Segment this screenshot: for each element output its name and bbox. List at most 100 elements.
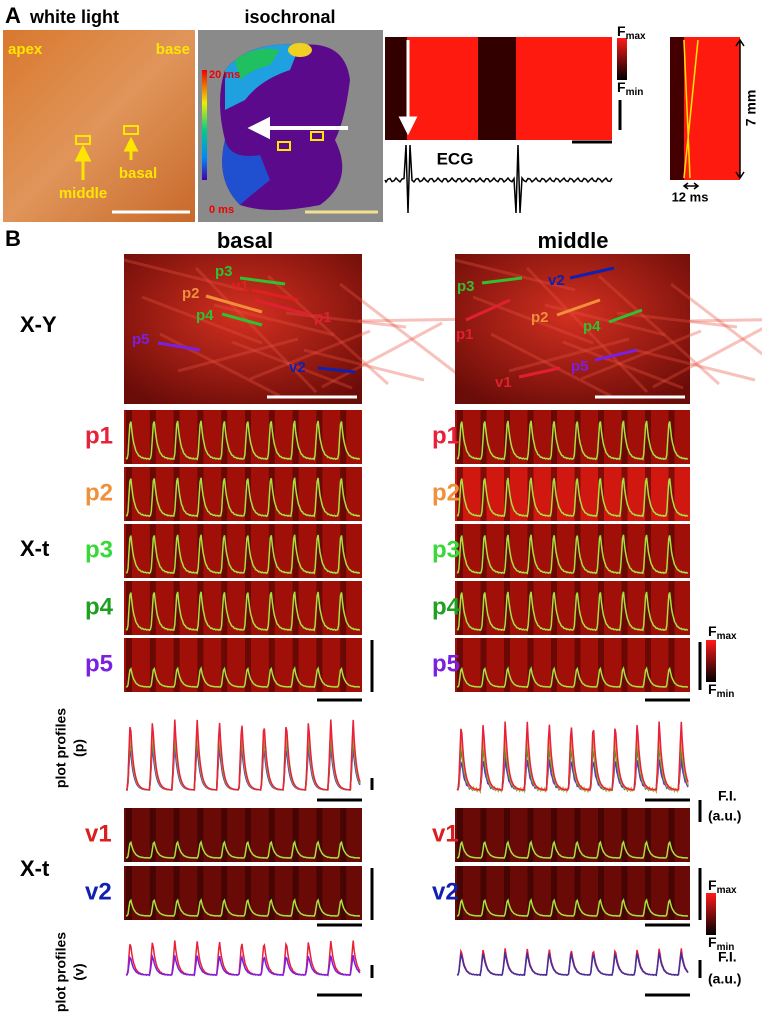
xt-stripe bbox=[621, 581, 628, 635]
xt-stripe bbox=[551, 808, 557, 862]
xt-stripe bbox=[574, 467, 581, 521]
xt-stripe bbox=[292, 638, 299, 692]
xt-dark bbox=[670, 37, 684, 180]
roi-label: p4 bbox=[583, 318, 601, 335]
xt-stripe bbox=[221, 808, 228, 862]
roi-label: p5 bbox=[571, 358, 589, 375]
xt-stripe bbox=[173, 808, 180, 862]
length-arrow bbox=[735, 38, 745, 180]
row-label: p5 bbox=[85, 650, 113, 677]
xt-stripe bbox=[197, 581, 204, 635]
column-title: basal bbox=[217, 228, 273, 253]
row-label: v1 bbox=[85, 820, 112, 847]
fluorescence-trace bbox=[125, 420, 361, 461]
row-label: X-t bbox=[20, 536, 50, 561]
fiber bbox=[231, 340, 353, 390]
fluorescence-trace bbox=[125, 477, 361, 518]
fiber bbox=[321, 321, 443, 389]
xt-stripe bbox=[598, 467, 604, 521]
image-label: middle bbox=[59, 185, 107, 202]
colorbar-label: Fmax bbox=[708, 623, 737, 642]
xt-stripe bbox=[292, 581, 299, 635]
fluorescence-trace bbox=[125, 840, 361, 860]
xt-stripe bbox=[221, 638, 228, 692]
roi-label: v2 bbox=[289, 359, 306, 376]
row-label: v2 bbox=[432, 878, 459, 905]
xt-stripe bbox=[645, 808, 651, 862]
xt-stripe bbox=[197, 524, 204, 578]
xt-stripe bbox=[621, 638, 628, 692]
xt-stripe bbox=[457, 638, 463, 692]
axis-label: (p) bbox=[71, 739, 87, 757]
xt-stripe bbox=[574, 581, 581, 635]
xt-stripe bbox=[316, 866, 323, 920]
fiber bbox=[544, 303, 666, 337]
roi-label: v1 bbox=[495, 374, 512, 391]
xt-stripe bbox=[268, 808, 275, 862]
colorbar bbox=[706, 640, 716, 682]
fluorescence-trace bbox=[125, 898, 361, 918]
roi-line bbox=[205, 294, 263, 314]
xt-stripe bbox=[197, 410, 204, 464]
roi-label: p3 bbox=[215, 263, 233, 280]
roi-line bbox=[157, 341, 201, 352]
fiber bbox=[194, 266, 318, 394]
f-base: F bbox=[708, 681, 717, 697]
xt-stripe bbox=[149, 808, 156, 862]
xt-stripe bbox=[268, 866, 275, 920]
xt-stripe bbox=[126, 808, 132, 862]
xt-stripe bbox=[221, 866, 228, 920]
f-sub: max bbox=[717, 885, 737, 896]
xt-stripe bbox=[527, 638, 534, 692]
profile-trace bbox=[126, 719, 361, 791]
fluorescence-trace bbox=[456, 477, 689, 518]
xt-stripe bbox=[551, 638, 557, 692]
xt-stripe bbox=[598, 808, 604, 862]
row-label: p2 bbox=[432, 479, 460, 506]
image-label: base bbox=[156, 41, 190, 58]
xt-stripe bbox=[268, 581, 275, 635]
roi-label: p3 bbox=[457, 278, 475, 295]
image-label: basal bbox=[119, 165, 157, 182]
fiber bbox=[597, 274, 721, 386]
fiber bbox=[213, 303, 335, 337]
axis-label: plot profiles bbox=[53, 932, 69, 1012]
f-sub: max bbox=[626, 31, 646, 42]
roi-line bbox=[481, 276, 523, 285]
upstroke-line bbox=[683, 39, 691, 179]
f-sub: max bbox=[717, 631, 737, 642]
trace-label: ECG bbox=[437, 149, 474, 168]
xt-stripe bbox=[574, 808, 581, 862]
arrow bbox=[398, 40, 418, 136]
fluorescence-trace bbox=[456, 666, 689, 689]
xt-stripe bbox=[574, 866, 581, 920]
arrow bbox=[74, 144, 92, 180]
xt-stripe bbox=[316, 638, 323, 692]
time-arrow bbox=[682, 182, 700, 190]
fiber bbox=[562, 340, 684, 390]
fiber bbox=[580, 329, 702, 381]
profile-trace bbox=[125, 953, 361, 977]
arrow bbox=[247, 116, 348, 140]
axis-label: plot profiles bbox=[53, 708, 69, 788]
xt-stripe bbox=[340, 638, 347, 692]
arrow bbox=[123, 136, 139, 160]
fiber bbox=[525, 266, 649, 394]
colorbar-label: Fmax bbox=[617, 23, 646, 42]
profile-trace bbox=[457, 721, 689, 791]
xt-stripe bbox=[598, 866, 604, 920]
xt-stripe bbox=[480, 808, 487, 862]
fluorescence-trace bbox=[456, 534, 689, 575]
fiber bbox=[652, 327, 762, 389]
colorbar-label: Fmax bbox=[708, 877, 737, 896]
roi-line bbox=[221, 312, 263, 327]
fluorescence-trace bbox=[125, 591, 361, 632]
xt-stripe bbox=[598, 410, 604, 464]
xt-stripe bbox=[504, 638, 510, 692]
xt-stripe bbox=[149, 866, 156, 920]
xt-stripe bbox=[527, 410, 534, 464]
fiber bbox=[339, 282, 461, 378]
fiber bbox=[670, 282, 762, 356]
